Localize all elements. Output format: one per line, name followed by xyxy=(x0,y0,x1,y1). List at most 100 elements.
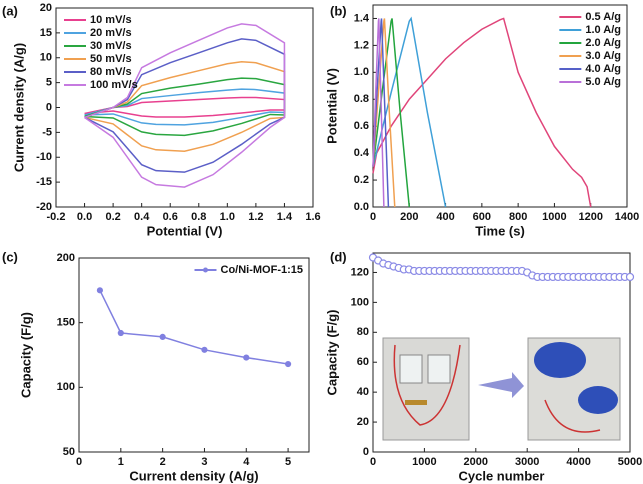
point xyxy=(159,333,166,340)
x-tick-label: 1.2 xyxy=(248,211,263,223)
x-tick-label: 1.0 xyxy=(220,211,235,223)
y-tick-label: 1.2 xyxy=(354,39,369,51)
y-tick-label: 0 xyxy=(363,446,369,458)
panel-label: (a) xyxy=(2,3,18,18)
panel-label: (c) xyxy=(2,249,18,264)
series-line xyxy=(372,18,385,208)
x-tick-label: 400 xyxy=(436,211,454,223)
plot-frame xyxy=(78,257,310,453)
y-tick-label: 0.2 xyxy=(354,174,369,186)
y-tick-label: -20 xyxy=(36,201,52,213)
y-tick-label: 200 xyxy=(57,252,75,264)
legend-label: 50 mV/s xyxy=(90,53,132,65)
x-tick-label: -0.2 xyxy=(47,211,66,223)
series-line xyxy=(372,18,411,208)
plot-frame xyxy=(372,4,628,208)
panel: (b) 0 200 400 600 800 1000 1200 1400 0.0 0.2 0.4 0.6… xyxy=(324,3,639,238)
legend-label: 1.0 A/g xyxy=(585,24,621,36)
x-tick-label: 0 xyxy=(76,456,82,468)
legend-label: Co/Ni-MOF-1:15 xyxy=(221,264,304,276)
y-tick-label: 150 xyxy=(57,317,75,329)
x-tick-label: 5000 xyxy=(618,456,642,468)
legend-label: 4.0 A/g xyxy=(585,63,621,75)
y-tick-label: 20 xyxy=(40,2,52,14)
wire xyxy=(393,344,461,426)
legend-label: 20 mV/s xyxy=(90,27,132,39)
x-tick-label: 0.6 xyxy=(163,211,178,223)
y-axis-title: Potential (V) xyxy=(324,68,339,144)
glove xyxy=(578,386,618,414)
panel-label: (b) xyxy=(330,3,347,18)
y-tick-label: 0.0 xyxy=(354,201,369,213)
board xyxy=(405,400,427,405)
x-axis-title: Current density (A/g) xyxy=(129,468,258,483)
y-axis-title: Capacity (F/g) xyxy=(18,312,33,398)
x-tick-label: 1.4 xyxy=(277,211,293,223)
legend-label: 100 mV/s xyxy=(90,79,138,91)
y-tick-label: 0 xyxy=(46,101,52,113)
point xyxy=(284,360,292,368)
x-tick-label: 0.2 xyxy=(105,211,120,223)
y-tick-label: 5 xyxy=(46,77,52,89)
panel: (c) 0 1 2 3 4 5 50 100 150 200 Current density (A/g… xyxy=(2,249,310,483)
y-tick-label: 80 xyxy=(357,326,369,338)
series-line xyxy=(84,23,286,188)
y-tick-label: 1.0 xyxy=(354,66,369,78)
panel: (d) 0 1000 2000 3000 4000 5000 0 20 40 60 80 100 120 C… xyxy=(324,249,642,483)
beaker xyxy=(399,354,423,384)
x-tick-label: 3000 xyxy=(515,456,539,468)
series-line xyxy=(372,16,447,208)
y-tick-label: 50 xyxy=(63,446,75,458)
y-tick-label: -15 xyxy=(36,176,52,188)
x-tick-label: 1.6 xyxy=(305,211,320,223)
point xyxy=(96,287,104,294)
x-tick-label: 4000 xyxy=(566,456,590,468)
x-tick-label: 0 xyxy=(370,456,376,468)
wire xyxy=(544,399,601,433)
x-tick-label: 600 xyxy=(473,211,491,223)
y-tick-label: 120 xyxy=(351,266,369,278)
y-tick-label: 1.4 xyxy=(354,12,370,24)
arrow xyxy=(478,372,524,398)
point xyxy=(243,354,250,361)
y-tick-label: -5 xyxy=(42,126,52,138)
series-line xyxy=(372,17,592,208)
x-axis-title: Potential (V) xyxy=(147,223,223,238)
panel: (a) -0.2 0.0 0.2 0.4 0.6 0.8 1.0 1.2 1.4 1.6 -20 -15… xyxy=(2,2,321,239)
plot-frame xyxy=(372,252,631,453)
x-tick-label: 0 xyxy=(370,211,376,223)
point xyxy=(117,329,124,337)
x-tick-label: 200 xyxy=(400,211,418,223)
x-tick-label: 1000 xyxy=(542,211,566,223)
legend-label: 80 mV/s xyxy=(90,66,132,78)
x-tick-label: 1 xyxy=(118,456,124,468)
x-tick-label: 2 xyxy=(160,456,166,468)
legend-label: 2.0 A/g xyxy=(585,37,621,49)
y-tick-label: 100 xyxy=(57,381,75,393)
x-tick-label: 0.8 xyxy=(191,211,206,223)
point xyxy=(201,346,208,353)
x-tick-label: 4 xyxy=(243,456,250,468)
legend-marker xyxy=(203,267,208,273)
glove xyxy=(534,342,586,378)
photo-left xyxy=(382,337,470,441)
x-tick-label: 1200 xyxy=(578,211,602,223)
legend-label: 10 mV/s xyxy=(90,14,132,26)
y-tick-label: 0.6 xyxy=(354,120,369,132)
inset-photos xyxy=(382,337,621,441)
legend-label: 5.0 A/g xyxy=(585,76,621,88)
y-tick-label: 0.8 xyxy=(354,93,369,105)
y-tick-label: 100 xyxy=(351,296,369,308)
y-axis-title: Current density (A/g) xyxy=(11,43,26,172)
x-axis-title: Time (s) xyxy=(475,223,525,238)
x-tick-label: 0.0 xyxy=(77,211,92,223)
series-line xyxy=(372,18,390,208)
x-tick-label: 3 xyxy=(201,456,207,468)
x-tick-label: 0.4 xyxy=(134,211,150,223)
y-tick-label: 10 xyxy=(40,52,52,64)
y-tick-label: 60 xyxy=(357,356,369,368)
x-axis-title: Cycle number xyxy=(459,468,545,483)
y-tick-label: -10 xyxy=(36,151,52,163)
beaker xyxy=(427,354,451,384)
